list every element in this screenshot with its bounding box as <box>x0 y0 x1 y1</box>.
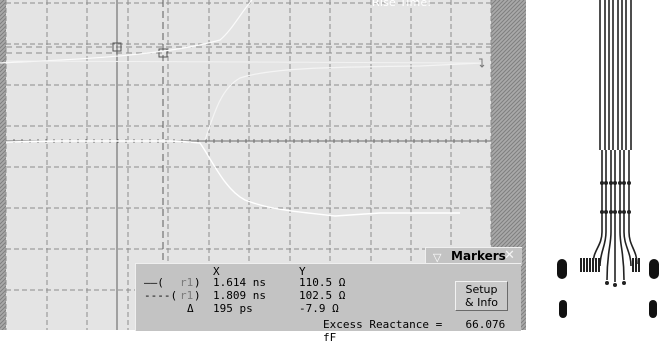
marker-y-value: 110.5 Ω <box>299 276 346 289</box>
marker-handle-1[interactable] <box>112 42 122 52</box>
rise-time-label: Rise Time: <box>372 0 432 9</box>
close-icon[interactable]: ✕ <box>504 248 515 263</box>
delta-y-value: -7.9 Ω <box>299 302 339 315</box>
marker-ref: r1 <box>180 289 194 302</box>
column-header-x: X <box>213 265 220 278</box>
excess-reactance-readout: Excess Reactance = 66.076 fF <box>323 318 521 344</box>
marker-close-paren: ) <box>194 276 201 289</box>
left-edge-panel <box>0 0 6 330</box>
excess-reactance-label: Excess Reactance = <box>323 318 443 331</box>
oscilloscope-display[interactable]: Rise Time: ▽ Markers ✕ X Y ——( r1 ) 1.61… <box>0 0 526 344</box>
marker-line-symbol: ——( <box>144 276 164 289</box>
marker-x-value: 1.614 ns <box>213 276 266 289</box>
marker-line-symbol: ----( <box>144 289 178 302</box>
markers-title: Markers <box>451 249 506 263</box>
markers-panel-tab[interactable]: ▽ Markers ✕ <box>425 247 522 266</box>
trace-end-marker-icon <box>479 58 485 68</box>
impedance-trace <box>5 140 460 217</box>
delta-x-value: 195 ps <box>213 302 253 315</box>
tdr-step-trace <box>204 62 483 141</box>
marker-handle-2[interactable] <box>158 48 168 58</box>
column-header-y: Y <box>299 265 306 278</box>
reflected-trace <box>0 0 253 64</box>
pcb-trace-drawing <box>557 0 659 318</box>
marker-x-value: 1.809 ns <box>213 289 266 302</box>
marker-ref: r1 <box>180 276 194 289</box>
pcb-layout-view <box>545 0 659 330</box>
marker-y-value: 102.5 Ω <box>299 289 346 302</box>
marker-close-paren: ) <box>194 289 201 302</box>
delta-icon: Δ <box>187 302 194 315</box>
reference-trace <box>5 60 481 64</box>
triangle-down-icon[interactable]: ▽ <box>433 251 442 264</box>
markers-panel: X Y ——( r1 ) 1.614 ns 110.5 Ω ----( r1 )… <box>135 263 521 344</box>
setup-info-button[interactable]: Setup & Info <box>455 281 508 311</box>
setup-info-label: Setup & Info <box>465 283 498 309</box>
